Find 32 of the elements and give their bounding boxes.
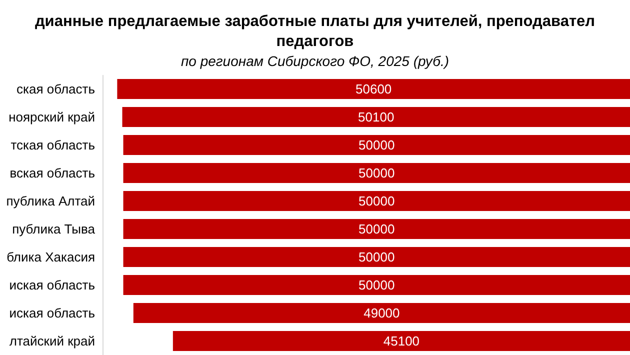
data-label: 50000 — [358, 194, 395, 209]
y-tick-label: иская область — [9, 278, 96, 293]
data-label: 50000 — [358, 138, 395, 153]
y-tick-label: иская область — [9, 306, 96, 321]
data-label: 50600 — [356, 82, 392, 97]
y-tick-label: блика Хакасия — [6, 250, 95, 265]
y-tick-label: ская область — [16, 82, 96, 97]
y-tick-label: ноярский край — [8, 110, 95, 125]
data-label: 50000 — [358, 278, 395, 293]
bar — [123, 219, 630, 239]
data-label: 45100 — [383, 334, 420, 349]
bar — [123, 247, 630, 267]
chart-title: дианные предлагаемые заработные платы для учителей, преподавател педагогов — [34, 12, 596, 52]
chart-subtitle: по регионам Сибирского ФО, 2025 (руб.) — [180, 52, 450, 70]
y-tick-label: тская область — [10, 138, 96, 153]
data-label: 50100 — [358, 110, 394, 125]
y-tick-label: публика Алтай — [6, 194, 95, 209]
bar — [123, 163, 630, 183]
bar — [172, 331, 630, 351]
bar — [122, 107, 630, 127]
y-tick-label: вская область — [10, 166, 96, 181]
bar — [133, 303, 630, 323]
bar — [123, 135, 630, 155]
data-label: 50000 — [358, 250, 395, 265]
bar — [117, 79, 630, 99]
y-tick-label: публика Тыва — [12, 222, 96, 237]
data-label: 50000 — [358, 166, 395, 181]
data-label: 49000 — [364, 306, 400, 321]
data-label: 50000 — [358, 222, 395, 237]
y-tick-label: лтайский край — [9, 334, 95, 349]
bar — [123, 191, 630, 211]
bar — [123, 275, 630, 295]
